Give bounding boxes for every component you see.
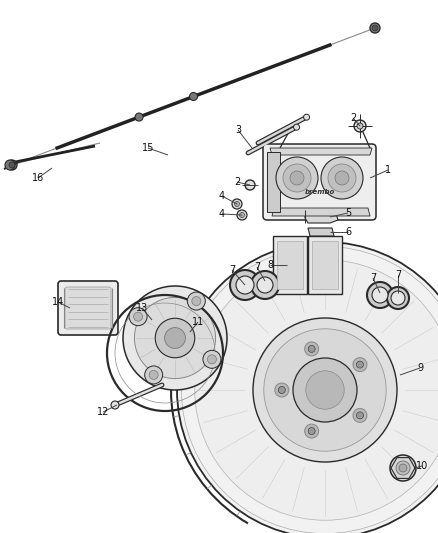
Text: 2: 2 xyxy=(350,113,356,123)
Circle shape xyxy=(208,355,216,364)
Circle shape xyxy=(203,350,221,368)
Circle shape xyxy=(5,160,15,170)
Circle shape xyxy=(372,287,388,303)
Circle shape xyxy=(7,160,17,170)
FancyBboxPatch shape xyxy=(58,281,118,335)
Circle shape xyxy=(293,124,300,130)
Circle shape xyxy=(293,358,357,422)
Circle shape xyxy=(370,23,380,33)
Text: 15: 15 xyxy=(142,143,154,153)
Circle shape xyxy=(357,412,364,419)
Text: 7: 7 xyxy=(254,262,260,272)
Circle shape xyxy=(278,386,285,393)
Circle shape xyxy=(387,287,409,309)
Text: 16: 16 xyxy=(32,173,44,183)
Circle shape xyxy=(357,123,363,129)
Circle shape xyxy=(192,296,201,305)
Circle shape xyxy=(234,201,240,206)
Circle shape xyxy=(155,318,195,358)
Circle shape xyxy=(253,318,397,462)
Circle shape xyxy=(357,361,364,368)
Circle shape xyxy=(275,383,289,397)
Polygon shape xyxy=(305,210,338,223)
Circle shape xyxy=(305,424,319,438)
FancyBboxPatch shape xyxy=(65,287,111,329)
Polygon shape xyxy=(308,228,334,236)
Circle shape xyxy=(353,408,367,422)
Circle shape xyxy=(129,308,147,326)
Circle shape xyxy=(232,199,242,209)
Circle shape xyxy=(276,157,318,199)
Circle shape xyxy=(237,210,247,220)
Text: 7: 7 xyxy=(229,265,235,275)
Circle shape xyxy=(367,282,393,308)
Circle shape xyxy=(321,157,363,199)
Circle shape xyxy=(353,358,367,372)
Text: 5: 5 xyxy=(345,208,351,218)
Circle shape xyxy=(245,180,255,190)
Circle shape xyxy=(145,366,162,384)
FancyBboxPatch shape xyxy=(277,241,303,289)
FancyBboxPatch shape xyxy=(263,144,376,220)
Text: 9: 9 xyxy=(417,363,423,373)
Text: 8: 8 xyxy=(267,260,273,270)
Circle shape xyxy=(283,164,311,192)
Text: 12: 12 xyxy=(97,407,109,417)
Text: brembo: brembo xyxy=(305,189,335,195)
FancyBboxPatch shape xyxy=(273,236,307,294)
Polygon shape xyxy=(270,148,372,155)
Text: 13: 13 xyxy=(136,303,148,313)
Circle shape xyxy=(308,345,315,352)
Text: 14: 14 xyxy=(52,297,64,307)
FancyBboxPatch shape xyxy=(312,241,338,289)
Circle shape xyxy=(264,329,386,451)
Circle shape xyxy=(290,171,304,185)
Text: 4: 4 xyxy=(219,209,225,219)
Text: 11: 11 xyxy=(192,317,204,327)
Circle shape xyxy=(308,427,315,434)
Text: 10: 10 xyxy=(416,461,428,471)
Circle shape xyxy=(391,291,405,305)
FancyBboxPatch shape xyxy=(308,236,342,294)
Text: 7: 7 xyxy=(395,270,401,280)
Circle shape xyxy=(257,277,273,293)
Circle shape xyxy=(236,276,254,294)
Circle shape xyxy=(123,286,227,390)
Circle shape xyxy=(195,260,438,520)
Circle shape xyxy=(390,455,416,481)
Circle shape xyxy=(177,242,438,533)
Circle shape xyxy=(187,292,205,310)
Circle shape xyxy=(304,114,310,120)
Circle shape xyxy=(134,312,143,321)
Circle shape xyxy=(230,270,260,300)
Text: 7: 7 xyxy=(370,273,376,283)
Circle shape xyxy=(354,120,366,132)
Circle shape xyxy=(9,162,15,168)
Circle shape xyxy=(305,342,319,356)
Circle shape xyxy=(165,328,185,349)
Polygon shape xyxy=(272,208,370,216)
Circle shape xyxy=(328,164,356,192)
Text: 3: 3 xyxy=(235,125,241,135)
Circle shape xyxy=(134,297,215,378)
Circle shape xyxy=(240,213,244,217)
Circle shape xyxy=(372,25,378,31)
Text: 4: 4 xyxy=(219,191,225,201)
Circle shape xyxy=(306,371,344,409)
Circle shape xyxy=(335,171,349,185)
Circle shape xyxy=(111,401,119,409)
Text: 2: 2 xyxy=(234,177,240,187)
Text: 1: 1 xyxy=(385,165,391,175)
Circle shape xyxy=(190,93,198,101)
Circle shape xyxy=(399,464,407,472)
Polygon shape xyxy=(267,152,280,212)
Circle shape xyxy=(149,370,158,379)
Text: 6: 6 xyxy=(345,227,351,237)
Circle shape xyxy=(135,113,143,121)
Circle shape xyxy=(396,461,410,475)
Circle shape xyxy=(251,271,279,299)
